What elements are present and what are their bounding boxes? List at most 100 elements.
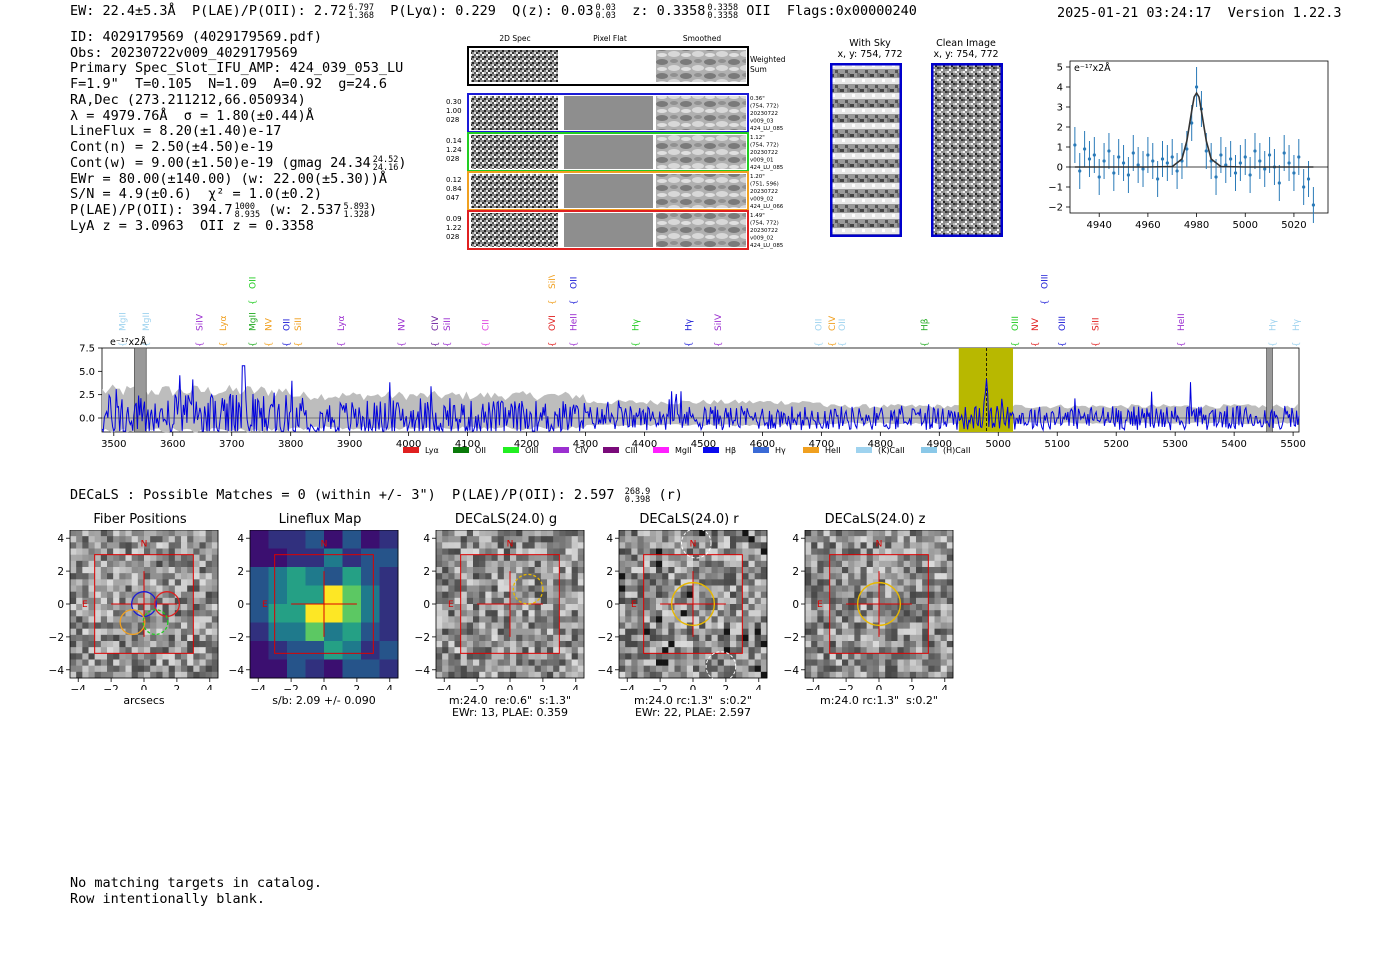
pixel <box>460 628 468 636</box>
pixel <box>866 530 874 537</box>
pixel <box>748 554 755 562</box>
pixel <box>528 530 535 537</box>
pixel <box>879 610 886 617</box>
pixel <box>631 641 638 648</box>
pixel <box>940 567 948 574</box>
pixel <box>842 591 849 599</box>
pixel <box>829 573 837 580</box>
pixel <box>168 579 176 586</box>
pixel <box>522 628 529 636</box>
heatmap-cell <box>361 622 380 642</box>
pixel <box>736 647 743 654</box>
pixel <box>479 597 486 605</box>
pixel <box>187 634 194 642</box>
pixel <box>534 622 542 629</box>
pixel <box>107 622 114 629</box>
pixel <box>125 597 132 605</box>
pixel <box>534 591 542 599</box>
with-sky-title: With Sky x, y: 754, 772 <box>837 38 903 60</box>
pixel <box>454 554 461 562</box>
pixel <box>150 622 157 629</box>
pixel <box>686 560 694 568</box>
pixel <box>835 622 843 629</box>
pixel <box>854 659 861 666</box>
pixel <box>522 579 529 586</box>
pixel <box>903 554 911 562</box>
pixel <box>805 659 812 666</box>
pixel <box>491 647 498 654</box>
pixel <box>199 653 206 660</box>
pixel <box>835 567 843 574</box>
pixel <box>540 579 548 586</box>
pixel <box>94 647 102 654</box>
pixel <box>805 634 812 642</box>
pixel <box>534 554 542 562</box>
legend-label: MgII <box>675 446 692 455</box>
plya-value: P(Lyα): 0.229 <box>390 3 496 19</box>
pixel <box>643 597 651 605</box>
pixel <box>559 634 566 642</box>
cutout-xtick-label: 2 <box>354 684 361 690</box>
pixel <box>528 585 535 592</box>
pixel <box>625 597 632 605</box>
pixel <box>473 554 480 562</box>
pixel <box>736 567 743 574</box>
pixel <box>625 622 632 629</box>
pixel <box>100 659 108 666</box>
pixel <box>534 610 542 617</box>
pixel <box>577 641 585 648</box>
pixel <box>534 634 542 642</box>
pixel <box>107 628 114 636</box>
zoom-point <box>1131 151 1135 155</box>
pixel <box>909 579 917 586</box>
pixel <box>442 622 449 629</box>
pixel <box>693 548 700 555</box>
pixel <box>137 560 145 568</box>
pixel <box>211 653 219 660</box>
pixel <box>903 536 911 543</box>
pixel <box>723 560 731 568</box>
pixel <box>619 622 626 629</box>
pixel <box>705 597 712 605</box>
pixel <box>547 641 554 648</box>
pixel <box>848 610 855 617</box>
pixel <box>448 597 455 605</box>
pixel <box>879 665 886 673</box>
pixel <box>748 659 755 666</box>
pixel <box>817 665 824 673</box>
pixel <box>150 560 157 568</box>
pixel <box>473 653 480 660</box>
pixel <box>193 604 200 611</box>
pixel <box>473 671 480 679</box>
pixel <box>466 604 474 611</box>
heatmap-cell <box>305 622 325 642</box>
pixel <box>829 671 837 679</box>
pixel <box>916 530 923 537</box>
pixel <box>100 671 108 679</box>
pixel <box>76 567 83 574</box>
pixel <box>436 591 443 599</box>
north-label: N <box>321 539 328 549</box>
pixel <box>174 665 182 673</box>
pixel <box>649 628 657 636</box>
pixel <box>922 585 929 592</box>
full-xtick-label: 4800 <box>868 439 893 450</box>
pixel <box>885 560 892 568</box>
pixel <box>565 579 572 586</box>
pixel <box>885 610 892 617</box>
pixel <box>835 585 843 592</box>
pixel <box>460 591 468 599</box>
pixel <box>680 604 688 611</box>
pixel <box>742 610 749 617</box>
pixel <box>70 610 77 617</box>
pixel <box>534 560 542 568</box>
heatmap-cell <box>361 530 380 549</box>
pixel <box>717 560 725 568</box>
full-ytick-label: 5.0 <box>79 367 95 378</box>
pixel <box>193 671 200 679</box>
pixel <box>897 610 904 617</box>
pixel <box>860 671 867 679</box>
pixel <box>637 641 644 648</box>
pixel <box>94 604 102 611</box>
pixel <box>916 659 923 666</box>
